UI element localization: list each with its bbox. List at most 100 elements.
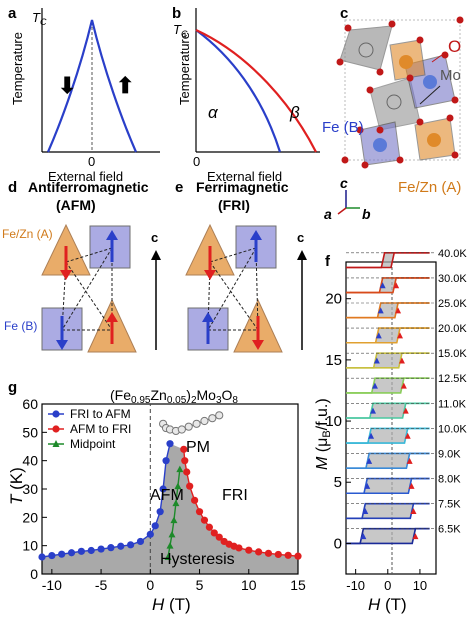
transition-marker (393, 282, 400, 289)
panel-a-label: a (8, 5, 17, 22)
legend-entry: Midpoint (70, 437, 116, 451)
hysteresis-area (364, 478, 412, 494)
afm-to-fri-point (284, 551, 292, 559)
magnetization-curve (346, 477, 430, 495)
afm-to-fri-point (195, 508, 204, 516)
transition-marker (368, 432, 375, 439)
temperature-label: 25.0K (438, 298, 467, 310)
hysteresis-area (367, 428, 408, 444)
panel-d-fezna-label: Fe/Zn (A) (2, 227, 53, 241)
panel-c: c O Mo Fe (B) Fe/Zn (A) c a b (322, 5, 464, 222)
pm-boundary-point (177, 425, 186, 434)
legend-entry: AFM to FRI (70, 422, 131, 436)
afm-to-fri-point (245, 546, 253, 554)
transition-marker (371, 382, 378, 389)
transition-marker (398, 357, 405, 364)
midpoint-point (172, 499, 180, 507)
panel-c-axis-c: c (340, 175, 348, 191)
up-arrow-icon: ⬆ (116, 73, 134, 98)
panel-a-phase-boundary (46, 19, 138, 153)
pm-boundary-point (184, 422, 193, 431)
temperature-label: 12.5K (438, 373, 467, 385)
fri-to-afm-point (156, 508, 164, 516)
afm-to-fri-point (181, 457, 189, 465)
region-label: AFM (150, 487, 184, 504)
transition-marker (360, 533, 367, 540)
hysteresis-area (379, 277, 397, 293)
panel-g-label: g (8, 379, 17, 396)
panel-g-title: (Fe0.95Zn0.05)2Mo3O8 (110, 387, 238, 406)
transition-marker (395, 307, 402, 314)
fri-to-afm-point (77, 547, 85, 555)
panel-d-title: Antiferromagnetic (28, 179, 149, 195)
pm-boundary-point (192, 419, 201, 428)
afm-to-fri-point (205, 523, 213, 531)
panel-f-ylabel: M (μB/f.u.) (314, 398, 333, 470)
transition-marker (377, 307, 384, 314)
hysteresis-area (371, 378, 404, 393)
panel-b-ylabel: Temperature (177, 32, 192, 105)
fri-to-afm-point (159, 485, 167, 493)
afm-to-fri-point (186, 482, 194, 490)
afm-to-fri-point (183, 468, 191, 476)
region-label: FRI (222, 487, 248, 504)
panel-a: a Temperature TC ⬇ ⬆ 0 External field (8, 5, 160, 184)
panel-f-yticks: 0 5 10 15 20 (325, 291, 351, 552)
panel-g-ylabel: T (K) (7, 467, 26, 505)
panel-c-axis-a: a (324, 206, 332, 222)
hysteresis-region (42, 443, 298, 574)
ytick-label: 20 (325, 291, 342, 308)
panel-e-c-axis: c (297, 230, 304, 245)
pm-boundary-point (200, 416, 209, 426)
panel-d: d Antiferromagnetic (AFM) Fe/Zn (A) Fe (… (2, 179, 161, 353)
panel-f-xlabel: H (T) (368, 595, 407, 614)
fri-to-afm-point (166, 440, 174, 448)
ytick-label: 50 (22, 424, 38, 440)
panel-a-ylabel: Temperature (10, 32, 25, 105)
ytick-label: 40 (22, 453, 38, 469)
panel-d-subtitle: (AFM) (56, 197, 96, 213)
fri-to-afm-point (48, 551, 56, 560)
transition-marker (362, 507, 369, 514)
fri-to-afm-point (67, 549, 76, 557)
temperature-label: 11.0K (438, 398, 467, 410)
panel-e-subtitle: (FRI) (218, 197, 250, 213)
fri-to-afm-point (151, 522, 159, 530)
ytick-label: 60 (22, 396, 38, 412)
transition-marker (406, 457, 413, 464)
panel-f-temperature-labels: 40.0K 30.0K 25.0K 20.0K 15.0K 12.5K 11.0K 10.0K… (438, 248, 467, 536)
midpoint-point (166, 542, 174, 549)
fri-to-afm-point (107, 544, 115, 552)
xtick-label: 0 (384, 578, 391, 593)
xtick-label: -5 (95, 577, 108, 593)
hysteresis-area (365, 453, 410, 469)
panel-b-alpha: α (208, 103, 219, 122)
afm-to-fri-point (180, 445, 188, 453)
transition-marker (370, 407, 376, 414)
afm-to-fri-point (215, 533, 223, 541)
afm-to-fri-point (294, 552, 302, 560)
midpoint-point (168, 530, 176, 538)
fri-to-afm-point (58, 550, 66, 558)
hysteresis-area (360, 528, 416, 544)
panel-b-label: b (172, 5, 181, 22)
ytick-label: 10 (22, 538, 38, 554)
panel-g-xlabel: H (T) (152, 595, 191, 614)
transition-marker (412, 533, 419, 540)
ytick-label: 5 (334, 474, 342, 491)
panel-c-mo-label: Mo (440, 67, 461, 84)
temperature-label: 10.0K (438, 423, 467, 435)
afm-to-fri-point (274, 550, 282, 559)
afm-to-fri-point (210, 529, 218, 537)
panel-a-xlabel: External field (48, 169, 123, 184)
panel-g: g (Fe0.95Zn0.05)2Mo3O8 -10 -5 0 5 10 15 0 10 20 3… (7, 379, 306, 614)
panel-a-zero: 0 (88, 154, 95, 169)
panel-f-label: f (325, 253, 331, 270)
xtick-label: -10 (42, 577, 62, 593)
temperature-label: 8.0K (438, 474, 461, 486)
temperature-label: 6.5K (438, 524, 461, 536)
transition-marker (375, 332, 382, 339)
panel-c-feb-label: Fe (B) (322, 119, 364, 136)
hysteresis-area (369, 403, 406, 418)
midpoint-point (176, 465, 184, 473)
